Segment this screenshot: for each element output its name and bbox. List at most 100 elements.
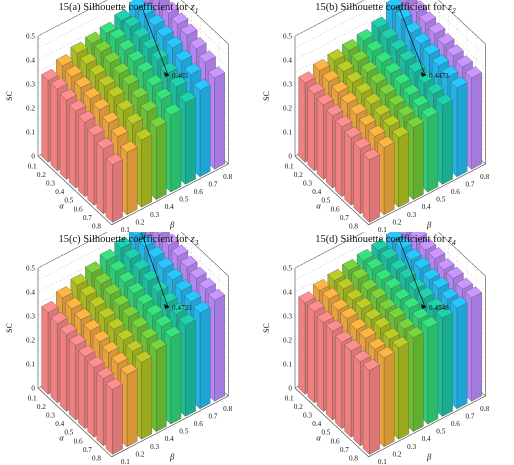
alpha-tick-label: 0.2 [37, 171, 46, 179]
beta-tick-label: 0.6 [451, 420, 460, 428]
chart-group: 00.10.20.30.40.5SC0.10.20.30.40.50.60.70… [5, 232, 232, 464]
bar-top-face [441, 287, 459, 300]
beta-tick-label: 0.7 [209, 180, 218, 188]
bar-top-face [349, 102, 367, 115]
alpha-tick-label: 0.5 [321, 429, 330, 437]
bar-top-face [307, 82, 325, 95]
bar-top-face [389, 258, 407, 271]
bar-side-face [50, 82, 58, 172]
bar-front-face [456, 82, 468, 178]
bar-top-face [428, 22, 446, 35]
alpha-tick-label: 0.6 [74, 437, 83, 445]
bar-top-face [335, 330, 353, 343]
bar [450, 76, 468, 178]
alpha-tick-label: 0.8 [349, 455, 358, 463]
bar-front-face [112, 383, 123, 455]
alpha-axis-label: α [316, 201, 321, 211]
bar-top-face [174, 279, 193, 292]
bar-top-face [125, 339, 143, 352]
z-tick-label: 0.2 [26, 337, 35, 345]
bar-front-face [369, 154, 380, 223]
beta-tick-label: 0.1 [378, 458, 387, 464]
beta-tick-label: 0.2 [136, 450, 145, 458]
bar [193, 301, 211, 410]
title-sub-c: 3 [194, 238, 199, 248]
bar-top-face [178, 313, 196, 326]
chart-a: 00.10.20.30.40.5SC0.10.20.30.40.50.60.70… [5, 0, 232, 232]
z-tick-label: 0.4 [26, 57, 35, 65]
bar-top-face [388, 306, 406, 319]
bar-top-face [127, 49, 145, 62]
bar-side-face [41, 306, 49, 395]
bar-top-face [55, 286, 74, 299]
bar-top-face [68, 99, 87, 112]
z-axis-label: SC [262, 91, 271, 101]
bar [406, 115, 424, 201]
bar-top-face [118, 270, 136, 283]
bar [149, 115, 167, 201]
bar-top-face [59, 322, 77, 335]
bar-top-face [141, 269, 160, 282]
bar-top-face [103, 51, 121, 64]
bar-side-face [59, 93, 67, 180]
z-tick-label: 0 [288, 385, 292, 393]
bar-top-face [316, 93, 334, 106]
alpha-tick-label: 0.3 [303, 412, 312, 420]
bar-top-face [421, 105, 439, 118]
bar-top-face [404, 248, 422, 261]
bar-top-face [380, 27, 398, 40]
z-tick-label: 0.3 [283, 313, 292, 321]
bar-front-face [442, 312, 453, 417]
z-tick-label: 0.2 [283, 337, 292, 345]
bar [207, 288, 226, 402]
annotation-arrowhead [164, 72, 170, 77]
bar [207, 66, 226, 170]
bar-side-face [307, 305, 315, 404]
bar-top-face [402, 296, 420, 309]
bar-front-face [369, 364, 380, 455]
alpha-tick-label: 0.2 [294, 171, 303, 179]
bar-top-face [78, 110, 96, 123]
bar-top-face [164, 325, 182, 338]
bar-top-face [160, 291, 178, 304]
bar-top-face [184, 290, 202, 303]
bar-top-face [356, 28, 374, 41]
bar [406, 326, 424, 433]
bar-top-face [103, 283, 121, 296]
bar-top-face [373, 103, 391, 116]
bar-front-face [383, 352, 395, 448]
bar-top-face [388, 93, 406, 106]
bar-top-face [87, 355, 105, 368]
bar-top-face [446, 266, 464, 279]
bar-top-face [123, 247, 141, 260]
bar-side-face [87, 361, 95, 438]
bar-side-face [335, 335, 342, 430]
bar-top-face [360, 278, 378, 291]
alpha-tick-label: 0.4 [55, 188, 64, 196]
bar-top-face [118, 38, 136, 51]
annotation-arrowhead [421, 304, 427, 309]
beta-axis-line [111, 395, 229, 458]
bar-top-face [180, 23, 198, 36]
beta-tick-label: 0.4 [422, 203, 431, 211]
bar-front-face [185, 97, 196, 185]
bar-top-face [417, 286, 435, 299]
bar-top-face [393, 72, 411, 85]
bar-top-face [411, 94, 430, 107]
bar-top-face [41, 300, 59, 313]
alpha-tick-label: 0.7 [340, 214, 349, 222]
z-tick-label: 0.2 [26, 105, 35, 113]
bar-top-face [344, 126, 362, 139]
bar-top-face [134, 350, 153, 363]
bar-side-face [362, 363, 370, 455]
bar-top-face [207, 66, 226, 79]
title-sub-a: 1 [194, 6, 199, 16]
bar-top-face [131, 316, 149, 329]
bar-top-face [70, 273, 88, 286]
bar-top-face [165, 36, 183, 49]
bar-top-face [325, 319, 344, 332]
chart-group: 00.10.20.30.40.5SC0.10.20.30.40.50.60.70… [5, 0, 232, 232]
beta-tick-label: 0.4 [165, 203, 174, 211]
alpha-tick-label: 0.3 [303, 180, 312, 188]
bar-top-face [362, 148, 380, 161]
